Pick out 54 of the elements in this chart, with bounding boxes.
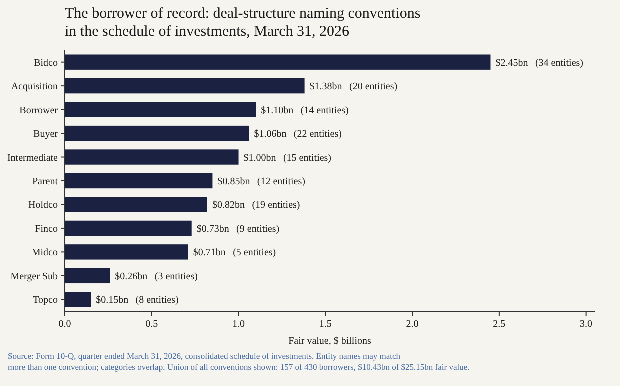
annotation: (34 entities) [535,58,584,69]
data-label: $2.45bn [496,58,528,69]
bar [65,54,491,70]
bar [65,292,92,308]
chart-title: The borrower of record: deal-structure naming conventions in the schedule of investments, March 31, 2026 [65,6,421,40]
x-tick-label: 1.0 [232,319,246,330]
bar [65,126,250,142]
bar [65,244,188,260]
annotation: (19 entities) [252,200,300,212]
bar [65,150,239,165]
data-label: $1.38bn [310,82,342,93]
bar [65,268,110,284]
y-tick-label: Holdco [28,200,58,212]
data-label: $0.26bn [115,271,148,282]
x-tick-label: 2.0 [406,319,419,330]
data-label: $0.15bn [96,295,129,306]
y-tick-label: Buyer [34,129,59,140]
y-tick-label: Topco [33,295,58,306]
annotation: (3 entities) [154,271,198,282]
data-label: $0.85bn [218,176,250,188]
annotation: (15 entities) [283,152,332,164]
data-label: $1.06bn [254,129,287,140]
source-note: Source: Form 10-Q, quarter ended March 31, 2026, consolidated schedule of investments. Entity names may match more than one convention; categories overlap. Union of all conventions shown: 157 of 430 borrowers, $10.43bn of $25.15bn fair value. [8,351,470,372]
x-tick-label: 1.5 [319,319,332,330]
x-tick-label: 0.0 [58,319,72,330]
y-tick-label: Finco [35,224,58,235]
bar [65,220,192,236]
annotation: (9 entities) [236,224,280,235]
data-label: $1.10bn [261,105,294,116]
x-axis-title: Fair value, $ billions [288,336,372,347]
data-label: $0.71bn [193,248,226,259]
bar [65,197,208,212]
annotation: (5 entities) [233,248,276,259]
y-tick-label: Parent [32,176,58,188]
y-tick-label: Borrower [20,105,59,116]
data-label: $1.00bn [244,152,276,164]
annotation: (12 entities) [257,176,306,188]
bar [65,173,213,189]
y-tick-label: Acquisition [11,82,58,93]
annotation: (22 entities) [294,129,342,140]
x-tick-label: 0.5 [146,319,158,330]
data-label: $0.82bn [212,200,245,212]
annotation: (14 entities) [300,105,349,116]
data-label: $0.73bn [196,224,230,235]
y-tick-label: Bidco [34,58,58,69]
y-tick-label: Midco [32,248,58,259]
x-tick-label: 3.0 [580,319,593,330]
y-tick-label: Intermediate [7,152,59,164]
bar [65,78,305,94]
annotation: (8 entities) [136,295,179,306]
annotation: (20 entities) [350,82,398,93]
x-tick-label: 2.5 [493,319,506,330]
bar [65,102,256,118]
y-tick-label: Merger Sub [10,271,58,282]
